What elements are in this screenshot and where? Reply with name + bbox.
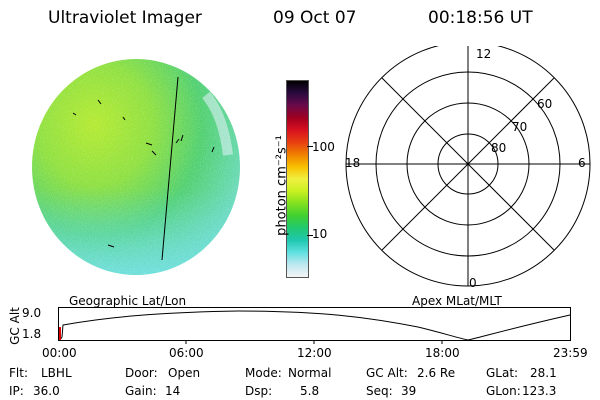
polar-grid xyxy=(345,46,591,287)
glat-label: GLat: xyxy=(486,366,519,380)
ytick-9: 9.0 xyxy=(22,306,42,320)
xtick-0600: 06:00 xyxy=(169,346,204,360)
mlt-18-label: 18 xyxy=(345,156,361,170)
colorbar-unit-label: photon cm⁻²s⁻¹ xyxy=(274,135,290,236)
ytick-1-8: 1.8 xyxy=(22,327,42,341)
geographic-label: Geographic Lat/Lon xyxy=(69,294,187,308)
colorbar-tick-100: 100 xyxy=(312,140,335,154)
xtick-1800: 18:00 xyxy=(425,346,460,360)
dsp-value: 5.8 xyxy=(300,384,320,398)
glon-label: GLon: xyxy=(486,384,521,398)
mode-label: Mode: xyxy=(245,366,282,380)
colorbar-minor-ticks xyxy=(307,80,313,276)
mode-value: Normal xyxy=(288,366,332,380)
gc-alt-axis-label: GC Alt xyxy=(8,307,22,345)
door-label: Door: xyxy=(125,366,158,380)
date-label: 09 Oct 07 xyxy=(273,8,357,28)
colorbar xyxy=(286,80,309,278)
lat-60-label: 60 xyxy=(537,97,553,111)
xtick-1200: 12:00 xyxy=(297,346,332,360)
ip-value: 36.0 xyxy=(33,384,60,398)
mlt-0-label: 0 xyxy=(469,276,477,290)
time-label: 00:18:56 UT xyxy=(428,8,533,28)
app-title: Ultraviolet Imager xyxy=(48,8,202,28)
flt-label: Flt: xyxy=(9,366,28,380)
door-value: Open xyxy=(168,366,201,380)
seq-value: 39 xyxy=(401,384,417,398)
uv-earth-image xyxy=(32,59,240,275)
gc-alt-value: 2.6 Re xyxy=(417,366,456,380)
xtick-0000: 00:00 xyxy=(42,346,77,360)
glat-value: 28.1 xyxy=(530,366,557,380)
lat-70-label: 70 xyxy=(512,120,528,134)
ip-label: IP: xyxy=(9,384,24,398)
seq-label: Seq: xyxy=(366,384,393,398)
mlt-12-label: 12 xyxy=(476,47,492,61)
lat-80-label: 80 xyxy=(491,141,507,155)
glon-value: 123.3 xyxy=(522,384,557,398)
mlt-6-label: 6 xyxy=(578,156,586,170)
dsp-label: Dsp: xyxy=(245,384,273,398)
gain-label: Gain: xyxy=(125,384,157,398)
colorbar-tick-10: 10 xyxy=(312,227,328,241)
apex-label: Apex MLat/MLT xyxy=(412,294,502,308)
gc-alt-label: GC Alt: xyxy=(366,366,408,380)
xtick-2359: 23:59 xyxy=(553,346,588,360)
altitude-plot xyxy=(58,307,571,344)
flt-value: LBHL xyxy=(41,366,72,380)
gain-value: 14 xyxy=(165,384,181,398)
